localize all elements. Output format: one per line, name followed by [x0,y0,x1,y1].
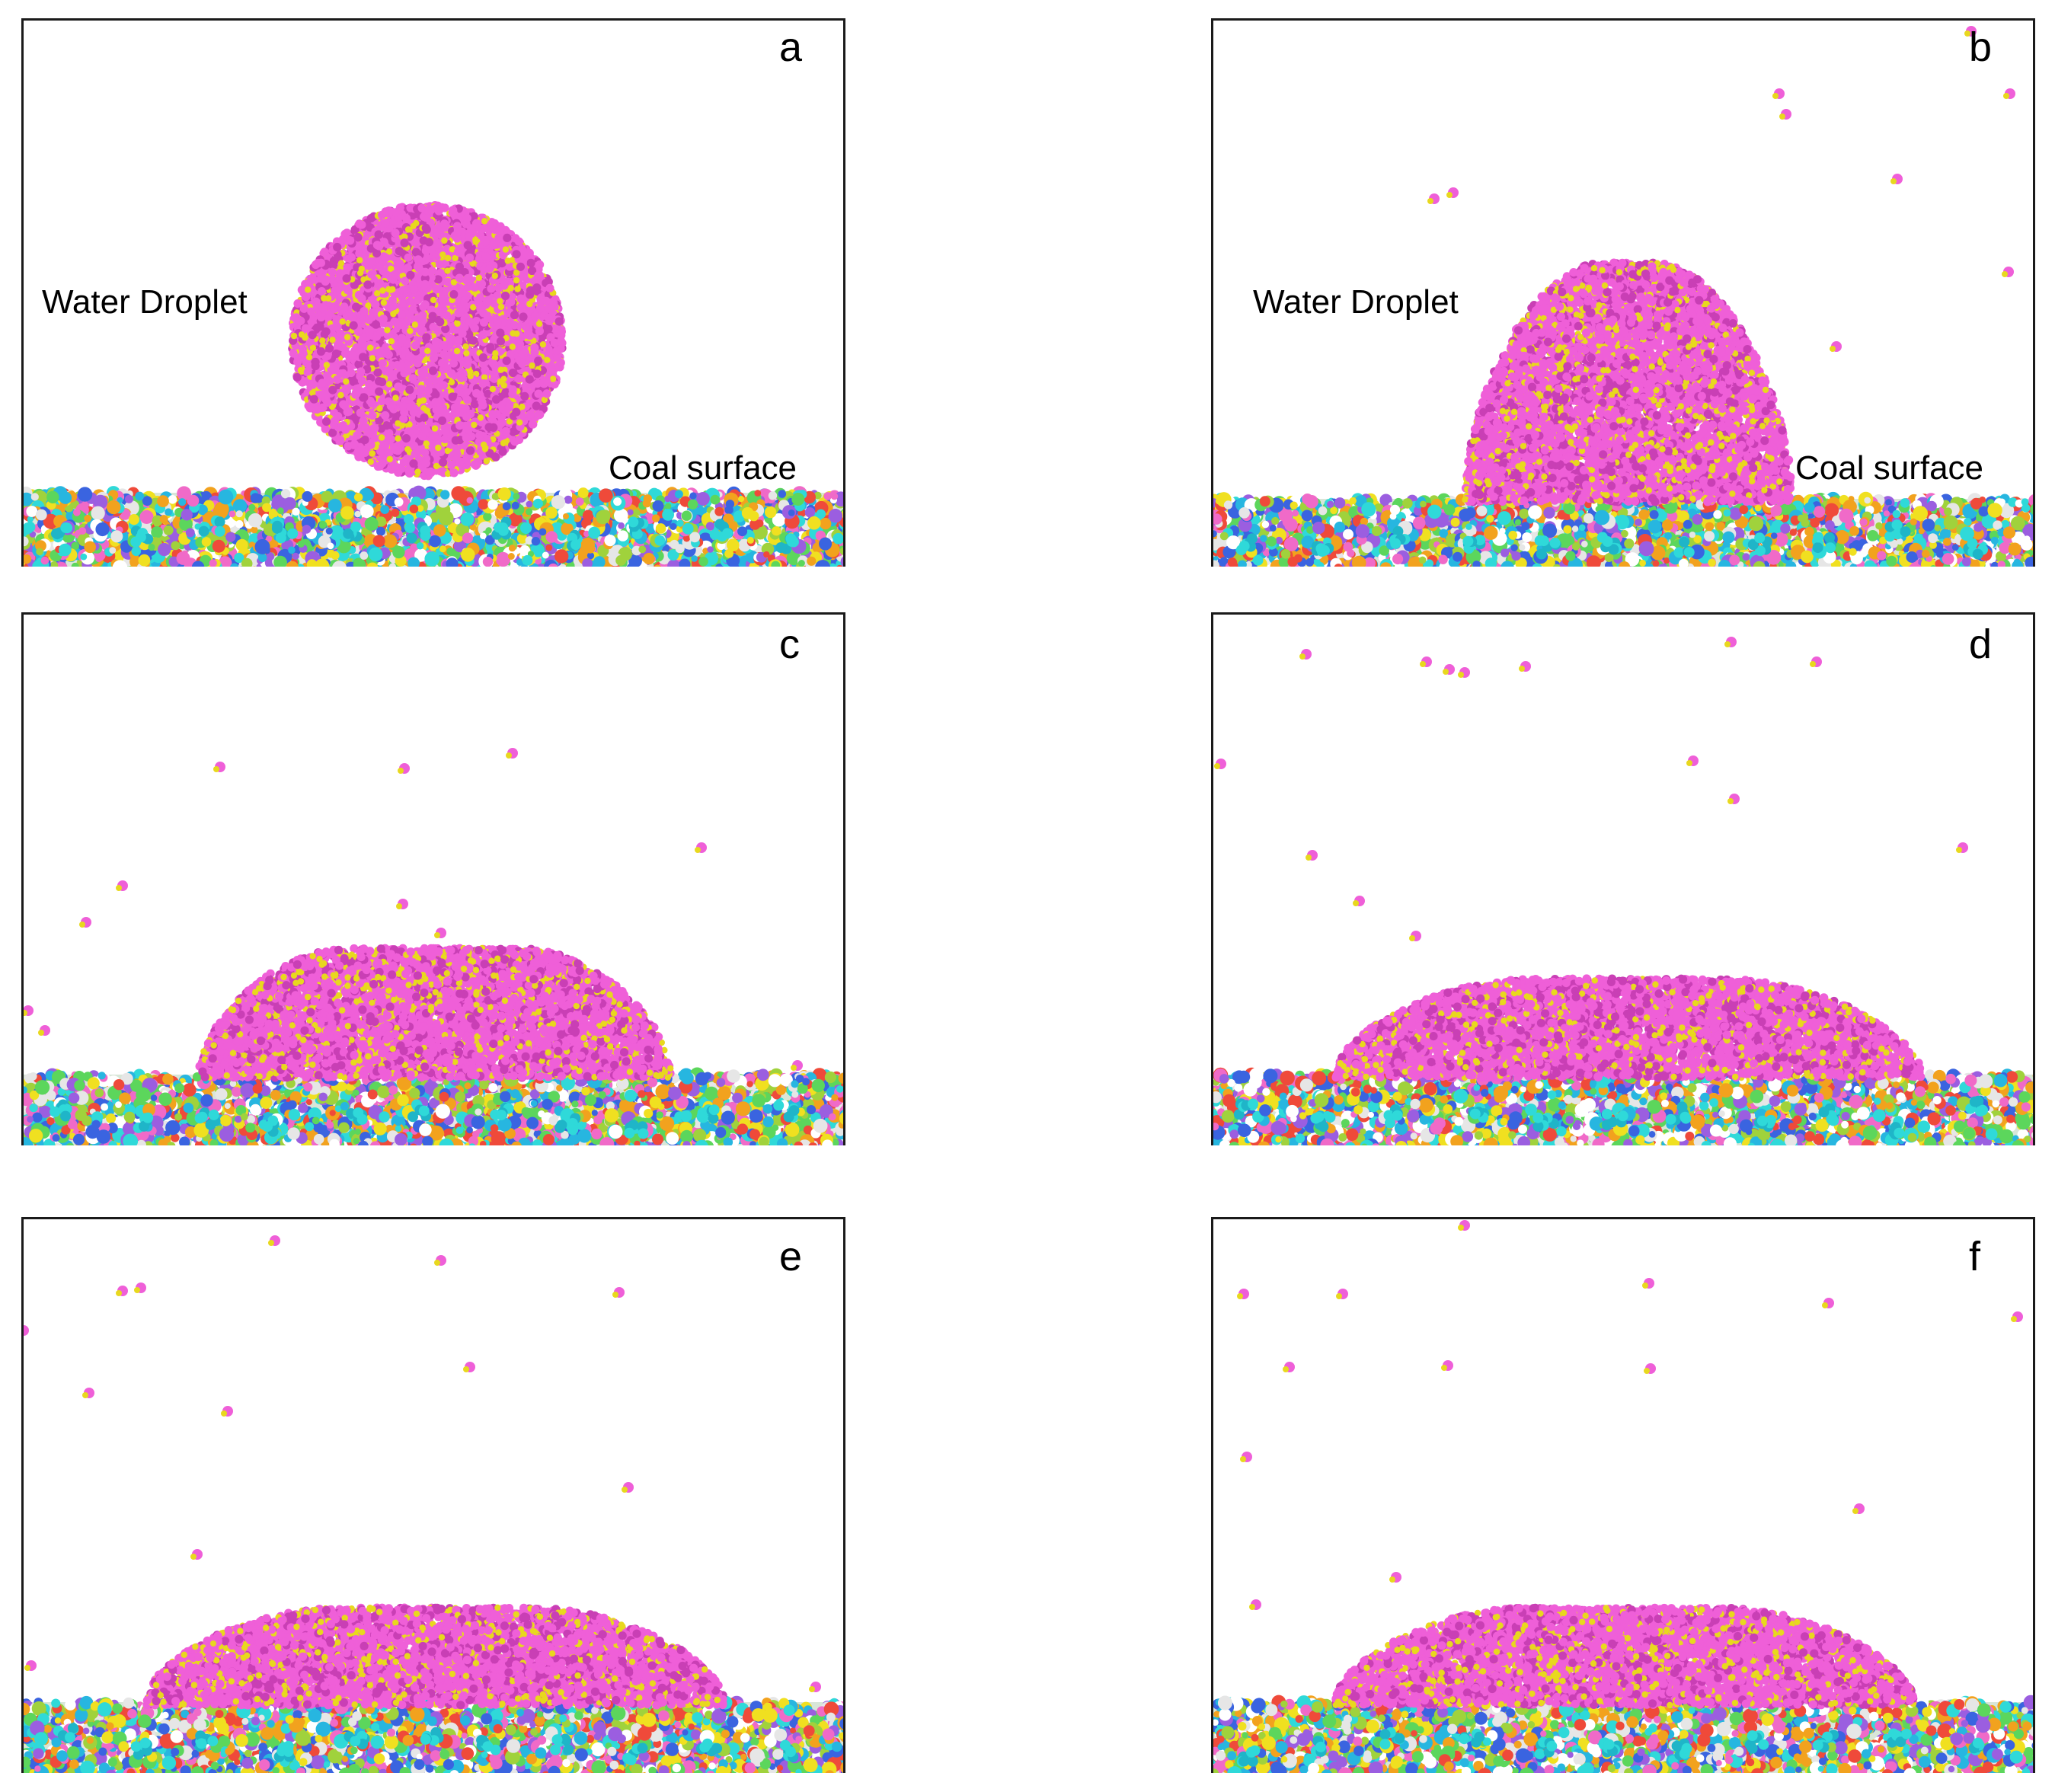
water-droplet-label: Water Droplet [1253,286,1459,319]
panel-e: e [21,1217,845,1773]
panel-a-drawing [24,201,843,567]
panel-letter: b [1969,27,1992,68]
stray-water-molecules [24,748,803,1071]
coal-surface-label: Coal surface [609,452,797,485]
panel-letter: c [779,624,800,665]
panel-letter: a [779,27,802,68]
coal-surface [1213,491,2033,567]
coal-surface [24,1067,843,1145]
stray-water-molecules [1214,637,1968,941]
coal-surface [24,485,843,567]
panel-e-drawing [24,1235,843,1773]
stray-water-molecules [1427,26,2015,352]
water-droplet-label: Water Droplet [42,286,248,319]
panel-f: f [1211,1217,2035,1773]
water-droplet [1331,974,1926,1082]
stray-water-molecules [24,1235,821,1692]
coal-surface [1213,1695,2033,1773]
water-droplet [195,944,675,1082]
panel-letter: d [1969,624,1992,665]
water-droplet [1331,1603,1918,1710]
panel-a: a Water Droplet Coal surface [21,18,845,567]
panel-d: d [1211,612,2035,1145]
water-droplet [142,1603,727,1710]
panel-c-drawing [24,748,843,1145]
panel-b: b Water Droplet Coal surface [1211,18,2035,567]
water-droplet [288,201,567,481]
panel-d-drawing [1213,637,2033,1145]
coal-surface-label: Coal surface [1795,452,1983,485]
panel-letter: e [779,1236,802,1277]
panel-letter: f [1969,1236,1980,1277]
water-droplet [1461,258,1795,506]
stray-water-molecules [1237,1220,2023,1610]
panel-f-drawing [1213,1220,2033,1773]
panel-c: c [21,612,845,1145]
panel-b-drawing [1213,26,2033,567]
